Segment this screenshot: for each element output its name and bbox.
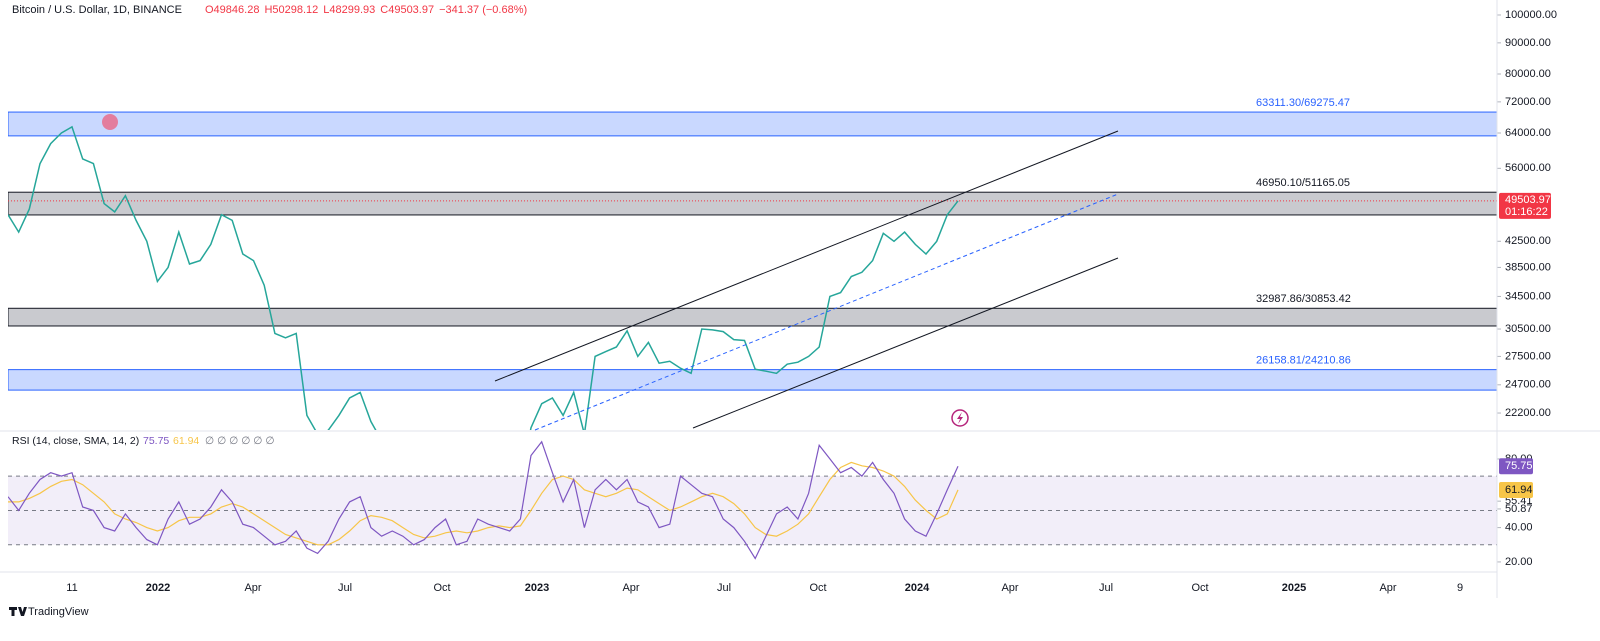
price-tick-label: 80000.00 — [1505, 68, 1551, 80]
rsi-header-value: 75.75 — [143, 435, 169, 447]
rsi-value-label: 75.75 — [1505, 460, 1533, 472]
time-label: 2023 — [525, 582, 549, 594]
time-label: Oct — [433, 582, 450, 594]
zone — [8, 369, 1497, 391]
time-label: Jul — [717, 582, 731, 594]
price-tick-label: 38500.00 — [1505, 261, 1551, 273]
symbol-title: Bitcoin / U.S. Dollar, 1D, BINANCE — [12, 4, 182, 16]
last-price-badge — [1499, 192, 1551, 219]
time-label: Apr — [1001, 582, 1018, 594]
time-label: Jul — [338, 582, 352, 594]
rsi-header-placeholders: ∅ ∅ ∅ ∅ ∅ ∅ — [205, 435, 274, 447]
tradingview-logo: TradingView — [9, 606, 89, 618]
last-price-label: 49503.97 — [1505, 194, 1551, 206]
ohlc-value: H50298.12 — [264, 4, 318, 16]
price-tick-label: 24700.00 — [1505, 379, 1551, 391]
time-label: 2022 — [146, 582, 170, 594]
zone — [8, 307, 1497, 327]
rsi-tick-label: 55.41 — [1505, 495, 1533, 507]
rsi-tick-label: 50.87 — [1505, 503, 1533, 515]
price-tick-label: 34500.00 — [1505, 290, 1551, 302]
price-tick-label: 100000.00 — [1505, 9, 1557, 21]
zone-label: 46950.10/51165.05 — [1256, 177, 1350, 189]
overlay: O49846.28 H50298.12 L48299.93 C49503.97 −341… — [66, 4, 1557, 594]
time-label: 9 — [1457, 582, 1463, 594]
zone-label: 32987.86/30853.42 — [1256, 293, 1351, 305]
rsi-ma-label: 61.94 — [1505, 484, 1533, 496]
time-label: Jul — [1099, 582, 1113, 594]
price-line — [8, 125, 959, 430]
time-label: Apr — [622, 582, 639, 594]
time-label: Apr — [1379, 582, 1396, 594]
time-label: Apr — [244, 582, 261, 594]
rsi-title: RSI (14, close, SMA, 14, 2) — [12, 435, 139, 447]
price-tick-label: 72000.00 — [1505, 96, 1551, 108]
time-label: Oct — [809, 582, 826, 594]
price-tick-label: 64000.00 — [1505, 127, 1551, 139]
rsi-badge — [1499, 458, 1533, 475]
zone-label: 26158.81/24210.86 — [1256, 355, 1351, 367]
price-tick-label: 30500.00 — [1505, 323, 1551, 335]
price-tick-label: 22200.00 — [1505, 407, 1551, 419]
time-label: 2025 — [1282, 582, 1306, 594]
zone — [8, 191, 1497, 216]
price-tick-label: 27500.00 — [1505, 350, 1551, 362]
zone-label: 63311.30/69275.47 — [1256, 97, 1350, 109]
ohlc-value: C49503.97 — [380, 4, 434, 16]
rsi-line — [8, 440, 959, 560]
zone — [8, 111, 1497, 137]
ohlc-value: −341.37 (−0.68%) — [439, 4, 527, 16]
price-tick-label: 56000.00 — [1505, 162, 1551, 174]
lightning-icon — [951, 409, 969, 427]
rsi-tick-label: 40.00 — [1505, 522, 1533, 534]
ohlc-value: O49846.28 — [205, 4, 259, 16]
price-tick-label: 42500.00 — [1505, 235, 1551, 247]
marker-dot — [102, 114, 118, 130]
time-label: 2024 — [905, 582, 930, 594]
channel-lines — [494, 130, 1119, 431]
ohlc-value: L48299.93 — [323, 4, 375, 16]
rsi-tick-label: 20.00 — [1505, 556, 1533, 568]
price-tick-label: 90000.00 — [1505, 37, 1551, 49]
brand: TradingView — [28, 606, 89, 618]
price-pane — [8, 111, 1497, 430]
rsi-pane — [8, 440, 1497, 560]
rsi-header-ma: 61.94 — [173, 435, 199, 447]
rsi-ma-line — [8, 461, 959, 546]
rsi-ma-badge — [1499, 481, 1533, 498]
countdown: 01:16:22 — [1505, 206, 1548, 218]
time-label: Oct — [1191, 582, 1208, 594]
time-label: 11 — [66, 582, 77, 594]
